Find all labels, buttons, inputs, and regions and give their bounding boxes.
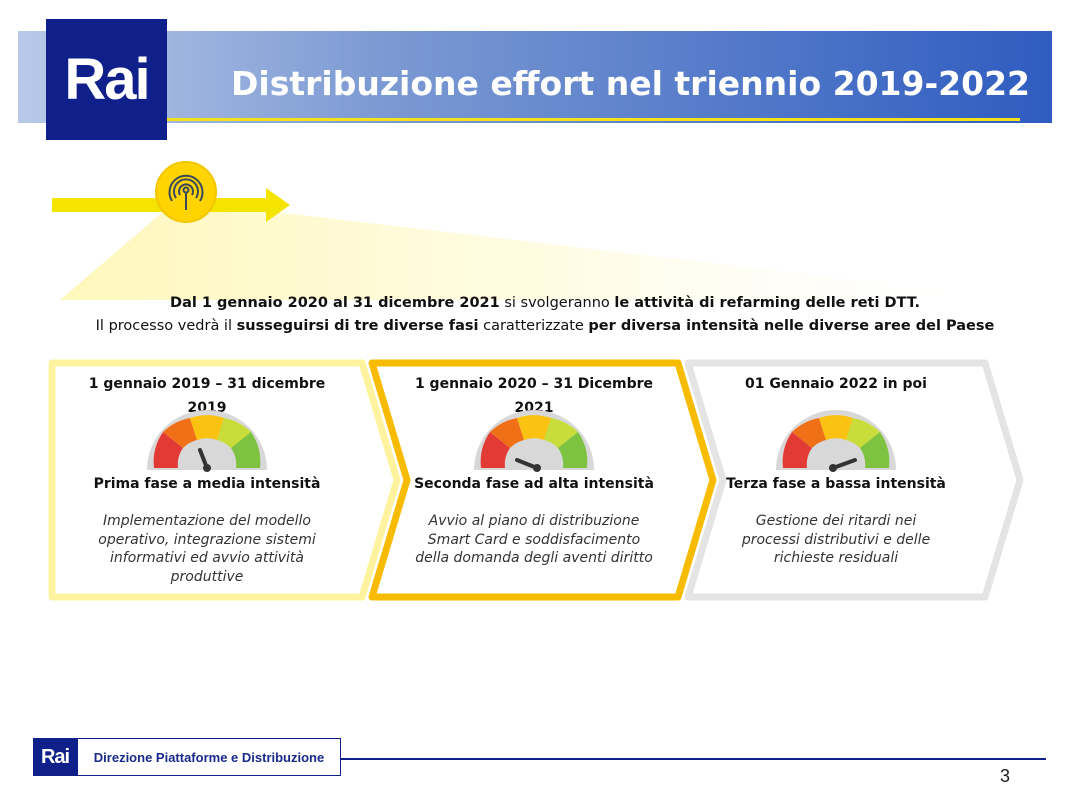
header-band xyxy=(18,31,1052,123)
phase-1-panel xyxy=(48,359,401,601)
phase-3-panel xyxy=(684,359,1024,601)
broadcast-antenna-icon xyxy=(155,161,217,223)
intro-line-1: Dal 1 gennaio 2020 al 31 dicembre 2021 s… xyxy=(60,292,1030,314)
phase-2-panel xyxy=(368,359,717,601)
header-divider xyxy=(52,118,1020,121)
phase-description-line: Avvio al piano di distribuzione xyxy=(428,513,640,529)
page-number: 3 xyxy=(1000,766,1011,786)
footer-department-label: Direzione Piattaforme e Distribuzione xyxy=(93,749,325,765)
phase-3: 01 Gennaio 2022 in poi Terza fase a bass… xyxy=(701,372,971,566)
phase-name: Seconda fase ad alta intensità xyxy=(414,476,654,492)
phase-description-line: richieste residuali xyxy=(773,550,899,566)
phase-description-line: informativi ed avvio attività produttive xyxy=(110,550,304,585)
intro-text: si svolgeranno xyxy=(499,295,615,311)
slide-title: Distribuzione effort nel triennio 2019-2… xyxy=(231,64,1030,103)
intro-dates: Dal 1 gennaio 2020 al 31 dicembre 2021 xyxy=(170,295,500,311)
phase-description: Avvio al piano di distribuzione Smart Ca… xyxy=(409,512,659,568)
footer-rai-logo: Rai xyxy=(33,738,77,776)
intensity-gauge-low xyxy=(776,410,896,472)
footer-department-box: Direzione Piattaforme e Distribuzione xyxy=(77,738,341,776)
phase-description-line: della domanda degli aventi diritto xyxy=(415,550,653,566)
intro-text: Il processo vedrà il xyxy=(95,318,237,334)
intro-activity: le attività di refarming delle reti DTT. xyxy=(614,295,920,311)
phase-description-line: Smart Card e soddisfacimento xyxy=(427,531,641,548)
footer-divider xyxy=(340,758,1046,760)
footer-logo-text: Rai xyxy=(40,745,70,768)
intensity-gauge-high xyxy=(474,410,594,472)
rai-logo-text: Rai xyxy=(64,47,150,112)
intro-phases: susseguirsi di tre diverse fasi xyxy=(236,318,479,334)
phase-date: 01 Gennaio 2022 in poi xyxy=(745,376,927,392)
phase-description-line: processi distributivi e delle xyxy=(741,531,931,548)
phase-name: Terza fase a bassa intensità xyxy=(726,476,946,492)
intensity-gauge-medium xyxy=(147,410,267,472)
light-beam xyxy=(60,205,1030,300)
phase-description: Implementazione del modello operativo, i… xyxy=(82,512,332,586)
phase-description-line: Implementazione del modello xyxy=(103,513,311,529)
intro-text: caratterizzate xyxy=(478,318,589,334)
phase-2: 1 gennaio 2020 – 31 Dicembre 2021 Second… xyxy=(399,372,669,566)
phase-description-line: Gestione dei ritardi nei xyxy=(755,513,917,529)
timeline-arrow-head xyxy=(266,188,290,222)
intro-line-2: Il processo vedrà il susseguirsi di tre … xyxy=(60,315,1030,337)
intro-intensity: per diversa intensità nelle diverse aree… xyxy=(588,318,995,334)
phase-date: 1 gennaio 2020 – 31 Dicembre 2021 xyxy=(414,376,654,416)
phase-date: 1 gennaio 2019 – 31 dicembre 2019 xyxy=(88,376,326,416)
phase-1: 1 gennaio 2019 – 31 dicembre 2019 Prima … xyxy=(72,372,342,585)
phase-description: Gestione dei ritardi nei processi distri… xyxy=(711,512,961,568)
rai-logo: Rai xyxy=(46,19,167,140)
phase-name: Prima fase a media intensità xyxy=(93,476,321,492)
phase-description-line: operativo, integrazione sistemi xyxy=(98,531,316,548)
